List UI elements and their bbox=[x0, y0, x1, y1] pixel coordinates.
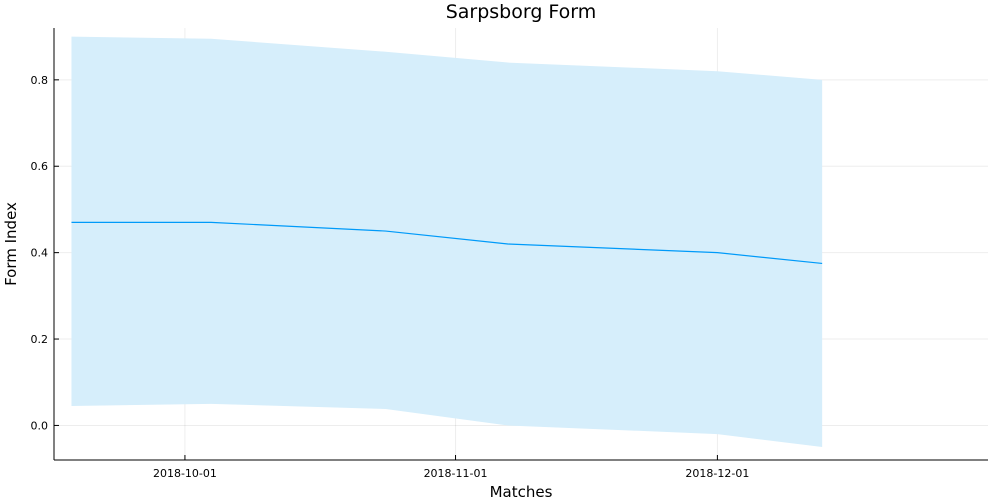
y-tick-label: 0.0 bbox=[31, 419, 49, 432]
mean-line-layer bbox=[71, 221, 823, 265]
y-axis-title: Form Index bbox=[2, 202, 20, 286]
y-tick-label: 0.4 bbox=[31, 247, 49, 260]
y-tick-label: 0.6 bbox=[31, 160, 49, 173]
axis-layer bbox=[53, 28, 988, 461]
y-tick-label: 0.8 bbox=[31, 74, 49, 87]
x-axis-title: Matches bbox=[490, 483, 553, 500]
confidence-band-area bbox=[71, 36, 823, 448]
chart-title: Sarpsborg Form bbox=[446, 1, 597, 23]
x-tick-label: 2018-12-01 bbox=[685, 467, 749, 480]
mean-line bbox=[71, 221, 823, 265]
confidence-band-layer bbox=[71, 36, 823, 448]
x-tick-label: 2018-11-01 bbox=[424, 467, 488, 480]
x-tick-label: 2018-10-01 bbox=[153, 467, 217, 480]
tick-layer: 0.0 0.2 0.4 0.6 0.8 2018-10-01 2018-11-01 2018-… bbox=[31, 74, 750, 480]
y-tick-label: 0.2 bbox=[31, 333, 49, 346]
